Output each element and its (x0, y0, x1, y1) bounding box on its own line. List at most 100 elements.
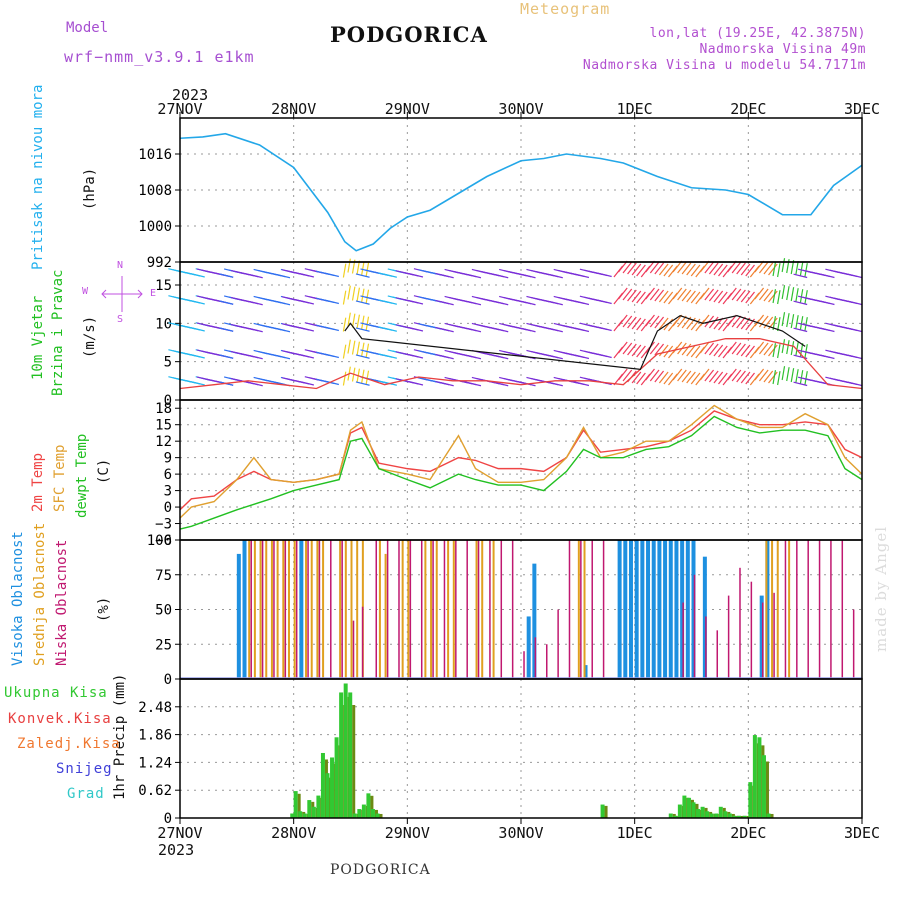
mid-cloud-bar (287, 540, 290, 679)
mid-cloud-bar (776, 540, 779, 679)
mid-cloud-bar (276, 540, 279, 679)
wind-arrow (677, 261, 687, 274)
wind-arrow (549, 327, 563, 333)
wind-arrow (727, 260, 737, 273)
low-cloud-bar (455, 540, 457, 679)
wind-arrow (790, 368, 795, 383)
wind-arrow (636, 291, 646, 304)
mid-cloud-bar (248, 540, 251, 679)
wind-arrow (754, 368, 765, 381)
wind-arrow (409, 327, 424, 332)
wind-arrow (521, 273, 536, 279)
altitude-text: Nadmorska Visina 49m (699, 42, 866, 57)
wind-arrow (699, 368, 710, 381)
wind-arrow (439, 273, 454, 279)
wind-arrow (736, 289, 746, 302)
wind-arrow (631, 317, 642, 330)
wind-arrow (763, 343, 774, 356)
mid-cloud-bar (265, 540, 268, 679)
wind-arrow (351, 286, 356, 301)
wind-arrow (793, 381, 808, 387)
wind-arrow (575, 327, 590, 333)
wind-arrow (383, 273, 397, 278)
low-cloud-bar (341, 540, 343, 679)
wind-arrow (820, 327, 835, 333)
wind-arrow (325, 353, 340, 359)
wind-arrow (763, 289, 774, 302)
wind-arrow (708, 316, 719, 329)
wind-arrow (645, 368, 655, 381)
wind-arrow (754, 260, 765, 273)
compass-north: N (117, 260, 124, 271)
wind-arrow (793, 300, 808, 306)
wind-arrow (736, 343, 746, 356)
wind-arrow (439, 354, 454, 360)
wind-arrow (704, 261, 715, 274)
compass-west: W (82, 286, 89, 297)
precip-bar (742, 815, 747, 818)
wind-arrow (731, 342, 742, 355)
wind-arrow (686, 263, 696, 276)
lonlat-text: lon,lat (19.25E, 42.3875N) (649, 26, 866, 41)
low-cloud-bar (830, 540, 832, 679)
wind-arrow (575, 381, 590, 387)
wind-arrow (654, 370, 665, 383)
wind-arrow (663, 264, 674, 277)
wind-arrow (690, 264, 701, 277)
wind-arrow (654, 343, 665, 356)
precip-bar-conv (765, 761, 769, 818)
precip-bar (757, 737, 762, 818)
precip-bar (320, 752, 325, 818)
wind-arrow (361, 342, 365, 357)
wind-arrow (649, 315, 660, 328)
low-cloud-bar (705, 616, 707, 679)
wind-arrow (300, 273, 314, 278)
low-cloud-bar (784, 540, 787, 679)
page-title: PODGORICA (330, 22, 488, 47)
low-cloud-bar (386, 540, 389, 679)
wind-arrow (677, 369, 687, 382)
precip-bar-conv (370, 795, 374, 818)
low-cloud-bar (693, 574, 696, 679)
wind-arrow (790, 341, 795, 356)
wind-arrow (355, 381, 370, 386)
wind-arrow (654, 289, 665, 302)
wind-arrow (781, 258, 786, 273)
wind-arrow (790, 287, 795, 302)
low-cloud-bar (807, 540, 809, 679)
legend-conv-precip: Konvek.Kisa (8, 711, 112, 727)
wind-arrow (804, 290, 808, 305)
precip-bar (298, 811, 303, 818)
wind-arrow (681, 370, 692, 383)
precip-tick-label: 0 (164, 811, 172, 827)
low-cloud-bar (557, 609, 559, 679)
wind-tick-label: 0 (164, 393, 172, 409)
low-cloud-bar (727, 595, 730, 679)
low-cloud-bar (466, 540, 468, 679)
pressure-tick-label: 992 (147, 255, 172, 271)
high-cloud-bar (674, 540, 679, 679)
wind-arrow (663, 291, 674, 304)
wind-arrow (276, 354, 291, 360)
temp-tick-label: −6 (155, 533, 172, 549)
mid-cloud-bar (481, 540, 484, 679)
wind-tick-label: 5 (164, 355, 172, 371)
precip-tick-label: 1.24 (138, 755, 172, 771)
wind-gust-line (344, 315, 806, 370)
wind-arrow (681, 343, 692, 356)
wind-arrow (758, 369, 769, 382)
wind-arrow (740, 263, 751, 276)
precip-bar (736, 815, 741, 818)
precip-bar-conv (379, 813, 383, 818)
precip-bar-conv (604, 805, 608, 818)
wind-arrow (758, 261, 769, 274)
top-day-label: 1DEC (617, 100, 653, 118)
low-cloud-bar (409, 540, 412, 679)
precip-bar (709, 813, 714, 818)
wind-arrow (708, 370, 719, 383)
sfc-temp-line (179, 404, 863, 519)
top-day-label: 27NOV (157, 100, 202, 118)
precip-bar (673, 815, 678, 818)
wind-arrow (636, 372, 646, 385)
wind-arrow (439, 300, 454, 306)
